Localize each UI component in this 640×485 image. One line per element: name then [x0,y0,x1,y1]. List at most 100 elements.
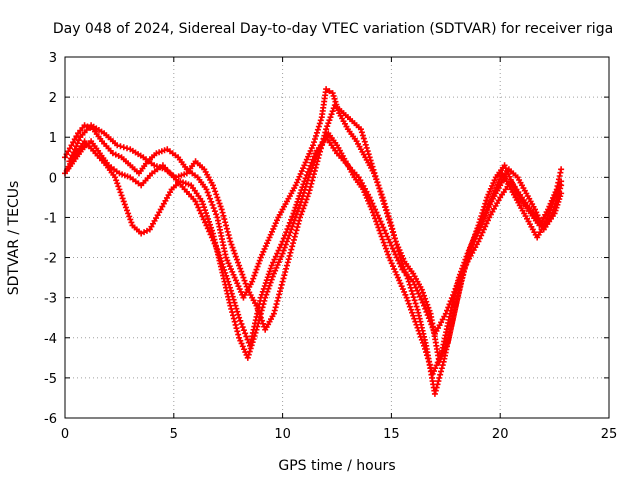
data-point-marker [226,281,233,288]
data-point-marker [367,157,374,164]
data-point-marker [307,162,314,169]
data-point-marker [199,213,206,220]
data-point-marker [70,149,77,156]
data-point-marker [328,111,335,118]
data-point-marker [314,126,321,133]
data-point-marker [326,88,333,95]
data-point-marker [241,277,248,284]
data-point-marker [302,175,309,182]
data-point-marker [425,315,432,322]
data-point-marker [376,215,383,222]
data-point-marker [258,317,265,324]
data-point-marker [314,158,321,165]
data-point-marker [193,201,200,208]
y-tick-label: -3 [44,292,57,307]
data-point-marker [281,272,288,279]
data-point-marker [225,232,232,239]
data-point-marker [252,269,259,276]
data-point-marker [204,225,211,232]
data-point-marker [382,230,389,237]
data-point-marker [397,263,404,270]
data-point-marker [377,230,384,237]
data-point-marker [411,315,418,322]
data-point-marker [424,312,431,319]
series-line [64,87,562,395]
data-point-marker [444,307,451,314]
data-point-marker [269,273,276,280]
data-point-marker [434,381,441,388]
data-point-marker [232,253,239,260]
data-point-marker [377,188,384,195]
data-point-marker [223,225,230,232]
data-point-marker [209,201,216,208]
y-axis-label: SDTVAR / TECUs [6,181,22,296]
data-point-marker [256,257,263,264]
data-point-marker [426,307,433,314]
data-point-marker [373,209,380,216]
data-point-marker [445,304,452,311]
data-point-marker [201,204,208,211]
data-point-marker [391,248,398,255]
data-point-marker [279,250,286,257]
data-point-marker [412,318,419,325]
data-point-marker [271,307,278,314]
data-point-marker [479,229,486,236]
data-point-marker [370,203,377,210]
data-point-marker [235,331,242,338]
data-point-marker [282,268,289,275]
data-point-marker [463,261,470,268]
x-tick-label: 25 [601,427,618,442]
data-point-marker [298,211,305,218]
data-point-marker [237,317,244,324]
data-point-marker [391,235,398,242]
data-point-marker [366,194,373,201]
data-point-marker [374,179,381,186]
data-point-marker [295,195,302,202]
data-point-marker [423,298,430,305]
series-track-d [62,134,565,349]
data-point-marker [127,216,134,223]
x-tick-label: 15 [383,427,400,442]
data-point-marker [323,86,330,93]
data-point-marker [411,297,418,304]
data-point-marker [226,235,233,242]
data-point-marker [547,206,554,213]
data-point-marker [249,278,256,285]
x-tick-label: 0 [61,427,69,442]
data-point-marker [219,209,226,216]
data-point-marker [426,361,433,368]
data-point-marker [276,244,283,251]
data-point-marker [208,227,215,234]
data-point-marker [213,191,220,198]
data-point-marker [366,154,373,161]
data-point-marker [385,213,392,220]
data-point-marker [257,294,264,301]
data-point-marker [304,168,311,175]
data-point-marker [554,201,561,208]
data-point-marker [229,312,236,319]
data-point-marker [412,300,419,307]
data-point-marker [327,114,334,121]
data-point-marker [384,248,391,255]
data-point-marker [410,294,417,301]
data-point-marker [375,182,382,189]
data-point-marker [122,204,129,211]
data-point-marker [286,252,293,259]
data-point-marker [117,143,124,150]
data-point-marker [253,266,260,273]
data-point-marker [381,242,388,249]
data-point-marker [370,166,377,173]
data-point-marker [476,235,483,242]
data-point-marker [310,171,317,178]
data-point-marker [208,198,215,205]
data-point-marker [311,167,318,174]
data-point-marker [406,303,413,310]
data-point-marker [274,297,281,304]
data-point-marker [385,251,392,258]
data-point-marker [422,305,429,312]
data-point-marker [438,365,445,372]
data-point-marker [202,207,209,214]
data-point-marker [242,330,249,337]
data-point-marker [116,186,123,193]
